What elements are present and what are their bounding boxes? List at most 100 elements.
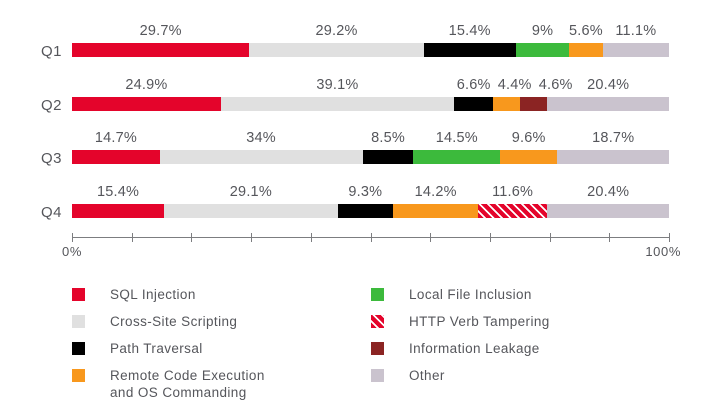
segment-value-label: 29.1% [229,183,272,200]
stacked-bar-q1 [72,43,669,57]
segment-value-label: 9% [531,23,554,39]
category-label: Q4 [40,203,62,221]
segment-value-label: 9.6% [511,130,546,146]
axis-tick [489,233,491,242]
bar-segment-other [547,96,669,111]
legend-swatch-local-file-inclusion [371,288,384,301]
bar-segment-other [602,43,669,57]
legend-swatch-cross-site-scripting [72,315,85,328]
bar-segment-path-traversal [454,96,494,111]
legend-swatch-sql-injection [72,288,85,301]
bar-segment-other [557,150,669,164]
axis-tick [609,233,611,242]
segment-value-label: 8.5% [371,130,405,146]
bar-segment-cross-site-scripting [249,43,424,57]
legend-label: HTTP Verb Tampering [409,314,550,329]
bar-segment-remote-code-execution [493,96,520,111]
legend-column-right: Local File Inclusion HTTP Verb Tampering I… [371,287,550,396]
segment-value-label: 15.4% [448,23,491,39]
bar-segment-local-file-inclusion [413,150,501,164]
legend-label: Information Leakage [409,341,540,356]
legend-item-path-traversal: Path Traversal [72,341,265,357]
bar-segment-http-verb-tampering [477,203,548,218]
segment-value-label: 24.9% [125,76,168,93]
bar-segment-cross-site-scripting [163,203,338,218]
segment-value-label: 34% [246,130,276,146]
axis-tick [549,233,551,242]
x-axis-max-label: 100% [645,244,681,259]
bar-segment-other [547,203,669,218]
segment-value-label: 20.4% [587,183,630,200]
legend-label: Cross-Site Scripting [110,314,238,329]
axis-tick [430,233,432,242]
segment-value-label: 6.6% [456,76,491,93]
segment-value-label: 29.2% [315,23,358,39]
chart-plot-area: Q1 29.7% 29.2% 15.4% 9% 5.6% 11.1% Q2 24.9% 39.1%… [41,23,669,239]
segment-value-label: 4.4% [497,76,532,93]
legend-item-cross-site-scripting: Cross-Site Scripting [72,314,265,330]
legend-label: Remote Code Execution and OS Commanding [110,368,265,400]
legend-swatch-information-leakage [371,342,384,355]
legend-swatch-other [371,369,384,382]
axis-tick [669,233,670,242]
legend-swatch-http-verb-tampering [371,315,384,328]
segment-value-label: 18.7% [592,130,635,146]
segment-value-label: 9.3% [348,183,383,200]
segment-value-label: 14.5% [435,130,478,146]
chart-row-q4: Q4 15.4% 29.1% 9.3% 14.2% 11.6% 20.4% [41,183,669,239]
bar-segment-information-leakage [519,96,548,111]
segment-value-label: 14.7% [94,130,137,146]
legend-item-information-leakage: Information Leakage [371,341,550,357]
axis-tick [370,233,372,242]
segment-value-label: 11.1% [615,23,657,39]
chart-row-q1: Q1 29.7% 29.2% 15.4% 9% 5.6% 11.1% [41,23,669,78]
axis-tick [251,233,253,242]
category-label: Q1 [40,43,62,60]
stacked-bar-q3 [72,150,669,164]
stacked-bar-q2 [72,96,669,111]
segment-value-label: 11.6% [492,183,534,200]
x-axis: 0% 100% [62,233,680,259]
category-label: Q2 [40,96,62,114]
segment-value-label: 4.6% [538,76,573,93]
segment-value-label: 39.1% [316,76,359,93]
segment-value-label: 5.6% [569,23,603,39]
bar-segment-path-traversal [362,150,414,164]
legend-item-http-verb-tampering: HTTP Verb Tampering [371,314,550,330]
bar-segment-remote-code-execution [393,203,478,218]
axis-tick [72,233,73,242]
bar-segment-remote-code-execution [500,150,558,164]
legend-item-other: Other [371,368,550,384]
bar-segment-sql-injection [72,43,250,57]
segment-value-label: 15.4% [96,183,140,200]
segment-value-label: 29.7% [139,23,182,39]
legend-label: SQL Injection [110,287,196,302]
stacked-bar-q4 [72,203,669,218]
bar-segment-path-traversal [337,203,394,218]
segment-value-label: 20.4% [587,76,630,93]
legend-item-local-file-inclusion: Local File Inclusion [371,287,550,303]
bar-segment-remote-code-execution [569,43,603,57]
bar-segment-sql-injection [72,203,164,218]
legend-swatch-remote-code-execution [72,369,85,382]
chart-row-q3: Q3 14.7% 34% 8.5% 14.5% 9.6% 18.7% [41,130,669,185]
legend-label: Path Traversal [110,341,203,356]
legend-item-remote-code-execution: Remote Code Execution and OS Commanding [72,368,265,401]
axis-tick [191,233,193,242]
legend-label: Other [409,368,445,383]
category-label: Q3 [40,150,62,167]
axis-tick [131,233,133,242]
legend-label: Local File Inclusion [409,287,532,302]
legend-swatch-path-traversal [72,342,85,355]
legend-column-left: SQL Injection Cross-Site Scripting Path Tr… [72,287,265,405]
axis-tick [310,233,312,242]
segment-value-label: 14.2% [414,183,457,200]
bar-segment-sql-injection [72,150,160,164]
bar-segment-path-traversal [423,43,516,57]
bar-segment-local-file-inclusion [515,43,570,57]
bar-segment-cross-site-scripting [220,96,455,111]
x-axis-min-label: 0% [62,244,82,259]
chart-row-q2: Q2 24.9% 39.1% 6.6% 4.4% 4.6% 20.4% [41,76,669,132]
bar-segment-cross-site-scripting [159,150,363,164]
